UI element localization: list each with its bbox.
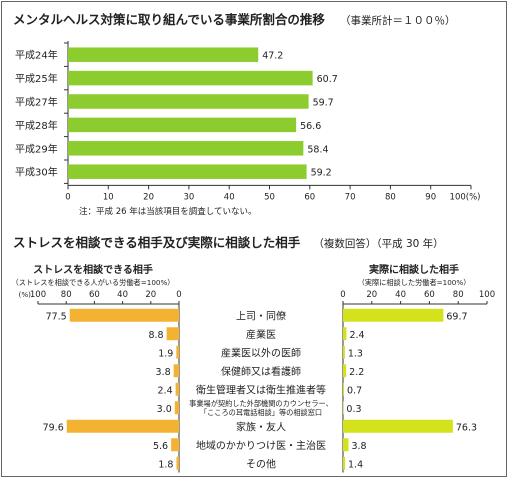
c2-left-bar — [174, 364, 179, 377]
c2-right-tick-label: 60 — [424, 290, 435, 300]
chart-canvas: メンタルヘルス対策に取り組んでいる事業所割合の推移 （事業所計＝１００％） 平成… — [2, 2, 508, 478]
c1-category-label: 平成30年 — [15, 166, 58, 179]
c2-left-value-label: 79.6 — [43, 422, 64, 433]
chart-frame: メンタルヘルス対策に取り組んでいる事業所割合の推移 （事業所計＝１００％） 平成… — [1, 1, 507, 477]
c1-x-tick-label: 100(%) — [450, 192, 481, 202]
chart1-title: メンタルヘルス対策に取り組んでいる事業所割合の推移 （事業所計＝１００％） — [13, 9, 455, 28]
c1-x-tick-label: 70 — [345, 192, 356, 202]
c2-right-bar — [343, 364, 346, 377]
c2-right-tick-label: 100 — [479, 290, 495, 300]
c2-right-bar — [343, 309, 443, 322]
c2-left-value-label: 8.8 — [148, 330, 163, 341]
c2-right-bar — [343, 457, 345, 470]
c2-right-bar — [343, 438, 348, 451]
c2-left-value-label: 1.8 — [158, 459, 173, 470]
right-panel-title: 実際に相談した相手 — [369, 263, 459, 276]
left-panel-title: ストレスを相談できる相手 — [33, 263, 153, 276]
c1-bar — [68, 47, 258, 62]
c2-category-label: 事業場が契約した外部機関のカウンセラー、「こころの耳電話相談」等の相談窓口 — [189, 399, 333, 417]
c2-right-value-label: 0.3 — [346, 404, 361, 415]
c1-x-tick-label: 80 — [385, 192, 396, 202]
c2-right-value-label: 0.7 — [347, 385, 362, 396]
c2-left-value-label: 5.6 — [153, 441, 168, 452]
c1-category-label: 平成24年 — [15, 49, 58, 62]
c2-left-bar — [176, 383, 179, 396]
c2-left-tick-label: 40 — [117, 290, 128, 300]
c2-left-tick-label: 0 — [176, 290, 181, 300]
c2-right-tick-label: 0 — [340, 290, 345, 300]
c2-category-label: 衛生管理者又は衛生推進者等 — [196, 383, 326, 396]
c1-value-label: 58.4 — [307, 144, 328, 155]
c1-x-tick-label: 20 — [143, 192, 154, 202]
c1-bar — [68, 164, 307, 179]
c2-left-tick-label: 60 — [89, 290, 100, 300]
c2-right-tick-label: 20 — [366, 290, 377, 300]
c1-value-label: 47.2 — [262, 51, 283, 62]
c2-left-bar — [176, 457, 179, 470]
c2-left-value-label: 2.4 — [158, 385, 173, 396]
c2-left-bar — [70, 309, 179, 322]
c2-left-value-label: 1.9 — [158, 348, 173, 359]
c2-category-label-line: 事業場が契約した外部機関のカウンセラー、 — [189, 399, 333, 408]
chart2-title: ストレスを相談できる相手及び実際に相談した相手 （複数回答）（平成 30 年） — [13, 232, 444, 251]
c1-x-tick-label: 60 — [304, 192, 315, 202]
c2-category-label: 産業医 — [246, 328, 276, 341]
c2-left-bar — [167, 327, 179, 340]
c2-right-value-label: 1.3 — [348, 348, 363, 359]
c1-value-label: 59.2 — [311, 168, 332, 179]
c1-bar — [68, 141, 303, 156]
c2-right-value-label: 69.7 — [446, 311, 467, 322]
c1-bar — [68, 118, 296, 132]
c2-left-value-label: 3.0 — [157, 404, 172, 415]
c1-category-label: 平成25年 — [15, 72, 58, 85]
c2-category-label: 家族・友人 — [236, 420, 286, 433]
chart1-note: 注：平成 26 年は当該項目を調査していない。 — [79, 206, 256, 217]
c2-category-label: 地域のかかりつけ医・主治医 — [196, 439, 326, 452]
c2-right-bar — [343, 420, 453, 433]
c1-category-label: 平成29年 — [15, 142, 58, 155]
c1-category-label: 平成28年 — [15, 119, 58, 132]
c1-category-label: 平成27年 — [15, 96, 58, 109]
c2-right-tick-label: 40 — [395, 290, 406, 300]
c1-bar — [68, 71, 313, 86]
c1-x-tick-label: 40 — [224, 192, 235, 202]
c2-right-value-label: 76.3 — [456, 422, 477, 433]
c1-x-tick-label: 0 — [65, 192, 70, 202]
c2-left-bar — [176, 346, 179, 359]
c2-category-label: その他 — [246, 457, 276, 470]
c2-left-tick-label: 80 — [61, 290, 72, 300]
c1-x-tick-label: 50 — [264, 192, 275, 202]
c1-x-tick-label: 90 — [425, 192, 436, 202]
left-panel-subtitle: （ストレスを相談できる人がいる労働者=100%） — [12, 278, 175, 287]
c2-left-bar — [175, 401, 179, 414]
c1-x-tick-label: 10 — [103, 192, 114, 202]
c2-left-value-label: 3.8 — [156, 367, 171, 378]
c2-right-value-label: 2.4 — [349, 330, 364, 341]
c2-left-tick-label: 20 — [145, 290, 156, 300]
c2-right-bar — [343, 346, 345, 359]
c2-left-bar — [67, 420, 179, 433]
c1-bar — [68, 94, 309, 109]
c2-category-label: 保健師又は看護師 — [221, 365, 301, 378]
c2-left-tick-label: 100 — [30, 290, 46, 300]
c2-right-value-label: 1.4 — [348, 459, 363, 470]
c1-x-tick-label: 30 — [183, 192, 194, 202]
c2-right-bar — [343, 327, 346, 340]
c2-category-label-line: 「こころの耳電話相談」等の相談窓口 — [200, 408, 322, 417]
c2-category-label: 上司・同僚 — [236, 309, 286, 322]
c1-value-label: 59.7 — [313, 98, 334, 109]
c1-value-label: 60.7 — [317, 74, 338, 85]
c2-right-value-label: 3.8 — [351, 441, 366, 452]
right-panel-subtitle: （実際に相談した労働者=100%） — [358, 278, 471, 287]
c2-right-bar — [343, 383, 344, 396]
c2-left-value-label: 77.5 — [46, 311, 67, 322]
c2-category-label: 産業医以外の医師 — [221, 346, 301, 359]
c2-right-tick-label: 80 — [453, 290, 464, 300]
c2-left-bar — [171, 438, 179, 451]
c1-value-label: 56.6 — [300, 121, 321, 132]
c2-right-value-label: 2.2 — [349, 367, 364, 378]
